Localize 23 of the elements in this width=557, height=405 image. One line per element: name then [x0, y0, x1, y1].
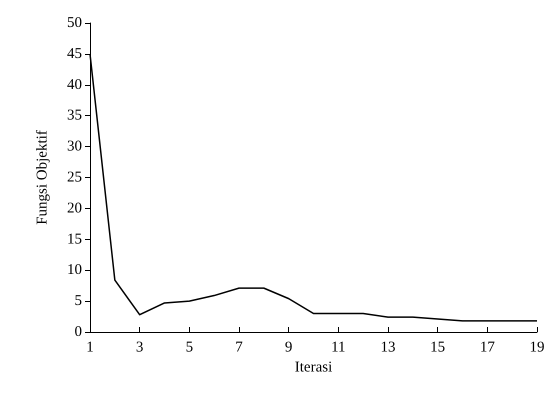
y-tick-label: 30 — [67, 138, 82, 155]
x-tick-label: 1 — [86, 340, 94, 356]
x-tick-label: 5 — [186, 340, 194, 356]
x-tick-label: 7 — [235, 340, 244, 356]
y-tick-label: 20 — [67, 200, 82, 216]
y-tick-label: 50 — [67, 15, 82, 31]
x-tick-label: 3 — [136, 340, 144, 356]
x-tick-label: 13 — [380, 340, 396, 356]
y-tick-label: 15 — [67, 231, 82, 248]
x-tick-label: 15 — [430, 340, 446, 356]
y-tick-label: 40 — [67, 76, 82, 93]
y-tick-label: 35 — [67, 108, 82, 124]
x-axis-title: Iterasi — [294, 359, 332, 376]
x-tick-label: 17 — [480, 340, 496, 356]
y-tick-label: 5 — [74, 293, 82, 310]
x-tick-label: 11 — [331, 340, 346, 356]
x-tick-label: 9 — [284, 340, 292, 356]
y-axis-title: Fungsi Objektif — [34, 130, 50, 225]
y-tick-label: 25 — [67, 170, 82, 186]
y-tick-label: 10 — [67, 262, 82, 278]
y-tick-label: 45 — [67, 46, 82, 62]
y-tick-label: 0 — [74, 324, 82, 340]
x-tick-label: 19 — [530, 340, 544, 356]
